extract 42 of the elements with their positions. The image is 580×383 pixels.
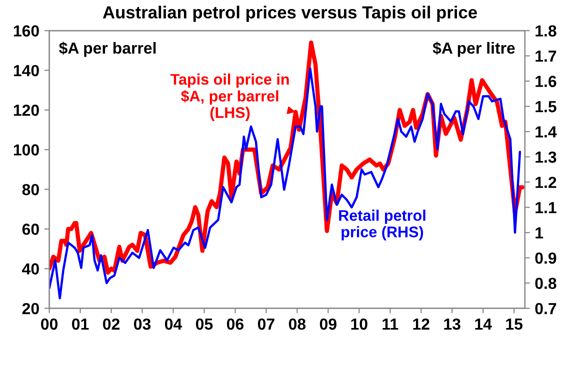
y2-axis-title: $A per litre <box>432 42 515 57</box>
y2-tick-label: 1.8 <box>536 25 556 37</box>
series-label: Retail petrol price (RHS) <box>339 210 426 240</box>
y2-tick-label: 0.8 <box>535 278 556 290</box>
y2-tick-label: 0.7 <box>535 302 556 314</box>
x-tick-label: 14 <box>475 318 492 330</box>
y-tick-label: 100 <box>14 144 39 156</box>
y2-tick-label: 1 <box>536 227 544 238</box>
y-axis-title: $A per barrel <box>59 42 156 57</box>
y2-tick-label: 1.7 <box>536 50 556 62</box>
y2-tick-label: 1.3 <box>536 151 556 163</box>
x-tick-label: 06 <box>226 318 244 330</box>
y2-tick-label: 1.2 <box>536 176 556 188</box>
y-tick-label: 160 <box>14 25 39 37</box>
x-tick-label: 07 <box>258 318 274 330</box>
y2-tick-label: 1.5 <box>536 101 556 112</box>
x-tick-label: 11 <box>382 318 398 330</box>
y2-tick-label: 0.9 <box>535 252 556 264</box>
y-tick-label: 60 <box>22 224 39 235</box>
series-label: Tapis oil price in $A, per barrel (LHS) <box>170 74 289 122</box>
x-tick-label: 10 <box>351 318 368 330</box>
x-tick-label: 05 <box>196 318 213 330</box>
y-tick-label: 120 <box>14 104 39 116</box>
x-tick-label: 12 <box>413 318 430 330</box>
x-tick-label: 09 <box>320 318 336 330</box>
line-series <box>49 67 522 300</box>
x-tick-label: 00 <box>41 318 58 330</box>
y-tick-label: 40 <box>22 263 39 275</box>
x-tick-label: 08 <box>288 318 306 330</box>
x-tick-label: 02 <box>103 318 120 330</box>
y2-tick-label: 1.4 <box>536 126 557 138</box>
y2-tick-label: 1.1 <box>536 202 556 214</box>
x-tick-label: 03 <box>134 318 151 330</box>
y-tick-label: 140 <box>14 64 39 76</box>
x-tick-label: 13 <box>444 318 460 330</box>
y2-tick-label: 1.6 <box>536 76 556 88</box>
x-tick-label: 01 <box>72 318 89 330</box>
chart-title: Australian petrol prices versus Tapis oil price <box>102 6 477 22</box>
x-tick-label: 04 <box>164 318 182 330</box>
y-tick-label: 20 <box>22 302 39 314</box>
x-tick-label: 15 <box>506 318 522 330</box>
y-tick-label: 80 <box>22 184 39 196</box>
